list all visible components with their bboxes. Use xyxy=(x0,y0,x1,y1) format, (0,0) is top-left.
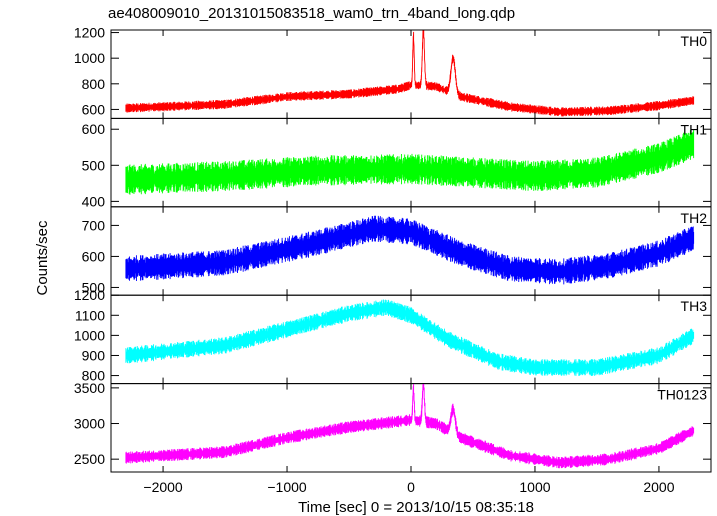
panel-th3: 800 900 1000 1100 1200 TH3 xyxy=(74,287,712,385)
x-tick-label: −2000 xyxy=(143,479,183,495)
y-axis-label: Counts/sec xyxy=(34,220,51,296)
y-tick-label: 1200 xyxy=(74,287,105,303)
panel-label: TH1 xyxy=(681,121,708,137)
x-axis: −2000 −1000 0 1000 2000 xyxy=(143,479,674,495)
y-tick-label: 600 xyxy=(82,248,106,264)
panel-label: TH3 xyxy=(681,298,708,314)
panel-frame xyxy=(110,206,712,296)
x-tick-label: 1000 xyxy=(519,479,550,495)
y-tick-label: 1000 xyxy=(74,50,105,66)
panel-th1: 400 500 600 TH1 xyxy=(82,117,712,209)
y-tick-label: 1100 xyxy=(75,307,105,323)
series-th0 xyxy=(125,30,695,117)
y-tick-label: 500 xyxy=(82,279,106,295)
panel-th2: 500 600 700 TH2 xyxy=(82,206,712,296)
x-tick-label: 2000 xyxy=(643,479,674,495)
x-axis-label: Time [sec] 0 = 2013/10/15 08:35:18 xyxy=(298,499,534,516)
series-th2 xyxy=(125,215,695,285)
y-tick-label: 3500 xyxy=(74,380,105,396)
panel-th0123: 2500 3000 3500 TH0123 xyxy=(74,380,712,473)
y-tick-label: 800 xyxy=(82,368,106,384)
panel-label: TH0123 xyxy=(657,387,707,403)
y-tick-label: 400 xyxy=(82,193,106,209)
y-tick-label: 2500 xyxy=(74,451,105,467)
panels: 600 800 1000 1200 TH0 400 500 600 TH1 500 600 700 TH… xyxy=(74,25,712,473)
series-th1 xyxy=(125,129,695,195)
y-tick-label: 800 xyxy=(82,76,106,92)
y-tick-label: 600 xyxy=(82,101,106,117)
y-tick-label: 600 xyxy=(82,121,106,137)
panel-label: TH0 xyxy=(681,33,708,49)
chart-title: ae408009010_20131015083518_wam0_trn_4ban… xyxy=(108,5,515,22)
y-tick-label: 500 xyxy=(82,157,106,173)
panel-th0: 600 800 1000 1200 TH0 xyxy=(74,25,712,119)
x-tick-label: −1000 xyxy=(267,479,307,495)
panel-label: TH2 xyxy=(681,210,708,226)
series-th0123 xyxy=(125,383,695,469)
y-tick-label: 1200 xyxy=(74,25,105,41)
y-tick-label: 1000 xyxy=(74,327,105,343)
y-tick-label: 700 xyxy=(82,217,106,233)
x-tick-label: 0 xyxy=(407,479,415,495)
y-tick-label: 3000 xyxy=(74,416,105,432)
y-tick-label: 900 xyxy=(82,347,106,363)
series-th3 xyxy=(125,299,695,377)
